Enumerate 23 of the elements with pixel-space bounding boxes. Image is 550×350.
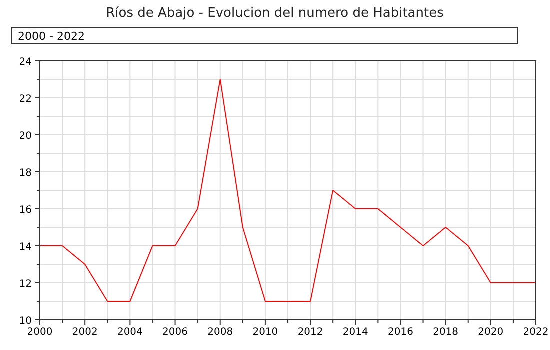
x-tick-label: 2002	[72, 327, 98, 338]
y-tick-label: 20	[19, 131, 32, 142]
x-tick-label: 2008	[208, 327, 234, 338]
x-tick-label: 2000	[27, 327, 53, 338]
y-tick-label: 10	[19, 316, 32, 327]
line-series	[40, 79, 536, 302]
x-tick-label: 2004	[117, 327, 143, 338]
x-tick-label: 2012	[298, 327, 324, 338]
x-tick-label: 2020	[478, 327, 504, 338]
chart-subtitle: 2000 - 2022	[18, 30, 85, 43]
x-tick-label: 2022	[523, 327, 549, 338]
y-tick-label: 16	[19, 205, 32, 216]
x-tick-label: 2016	[388, 327, 414, 338]
y-tick-label: 14	[19, 242, 32, 253]
x-tick-label: 2018	[433, 327, 459, 338]
x-tick-label: 2010	[252, 327, 278, 338]
y-tick-label: 24	[19, 57, 32, 68]
chart-title: Ríos de Abajo - Evolucion del numero de Habitantes	[106, 6, 444, 21]
y-tick-label: 12	[19, 279, 32, 290]
x-tick-label: 2014	[342, 327, 368, 338]
y-tick-label: 22	[19, 94, 32, 105]
x-tick-label: 2006	[162, 327, 188, 338]
y-tick-label: 18	[19, 168, 32, 179]
